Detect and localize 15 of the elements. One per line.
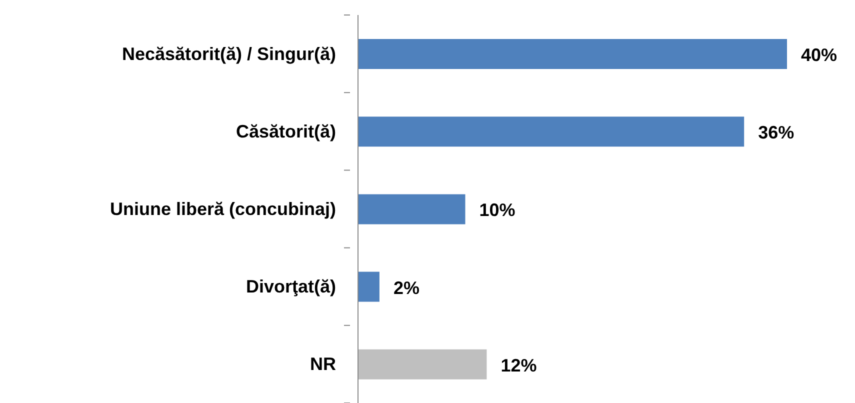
bar [358,116,744,147]
data-label: 36% [758,122,794,143]
y-tick-label: Necăsătorit(ă) / Singur(ă) [122,44,336,64]
data-label: 2% [393,278,420,298]
bar [358,39,787,69]
bar [358,194,466,224]
y-tick-label: Căsătorit(ă) [236,121,336,142]
y-tick-label: Uniune liberă (concubinaj) [110,199,336,219]
bar [358,272,380,302]
bar [358,349,487,380]
data-label: 40% [801,45,838,65]
data-label: 12% [500,355,537,376]
y-tick-label: Divorţat(ă) [246,276,336,297]
y-tick-label: NR [310,354,336,374]
data-label: 10% [479,200,516,220]
